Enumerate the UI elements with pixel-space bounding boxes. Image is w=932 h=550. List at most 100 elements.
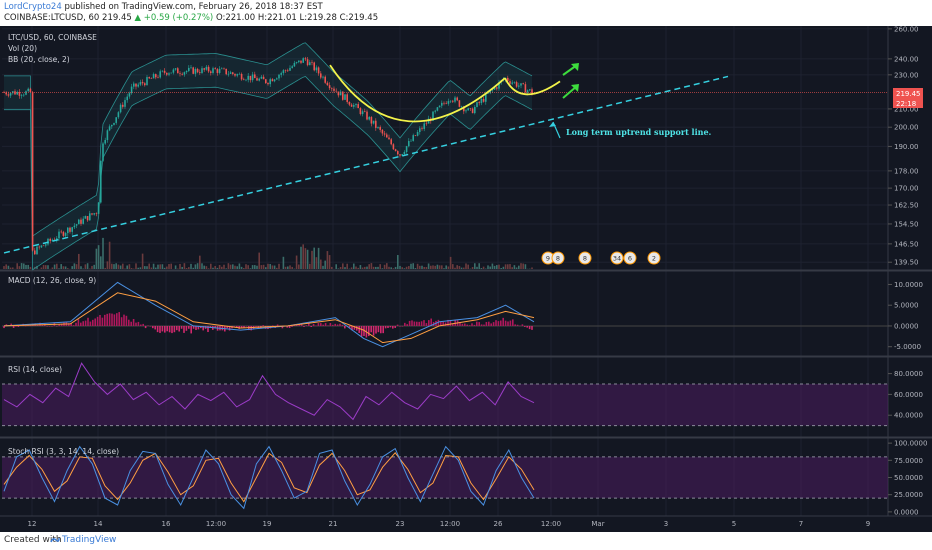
volume-bar-35 [80,266,82,269]
support-annotation: Long term uptrend support line. [566,127,712,137]
volume-bar-233 [515,267,518,269]
macd-hist-210 [507,321,509,326]
volume-bar-188 [416,263,419,269]
candle-body-119 [265,79,267,84]
candle-body-224 [496,87,498,89]
macd-hist-79 [192,325,195,329]
volume-bar-226 [500,268,502,269]
macd-hist-199 [480,324,483,326]
event-badge-circle-3 [610,251,624,265]
event-badge-text-3: 34 [613,255,621,263]
candle-body-152 [337,91,340,96]
macd-hist-161 [389,325,392,328]
volume-bar-82 [183,263,186,269]
volume-bar-130 [289,265,291,269]
candle-body-93 [207,66,210,72]
macd-hist-18 [46,325,48,327]
candle-body-188 [416,132,419,136]
y-axis: 260.00 240.00 230.00 210.00 200.00 190.00 178.… [888,25,927,516]
stoch-k-line [3,445,535,510]
candle-body-100 [223,68,225,70]
event-badge-3[interactable]: 34 [610,251,624,265]
volume-bar-202 [447,266,450,269]
event-badge-4[interactable]: 6 [623,251,637,265]
volume-bar-196 [434,265,436,269]
candle-body-11 [27,88,29,92]
candle-body-139 [309,62,311,66]
candle-body-235 [520,83,522,86]
event-badge-2[interactable]: 8 [578,251,592,265]
candle-body-69 [155,74,157,78]
volume-bar-136 [302,244,304,269]
macd-hist-142 [344,325,346,329]
macd-hist-220 [531,325,533,330]
stoch-band-fill [2,456,888,499]
candle-body-5 [14,91,16,95]
candle-body-99 [221,68,223,70]
volume-bar-180 [399,265,401,269]
volume-bar-179 [397,255,399,269]
candle-body-83 [185,70,188,73]
macd-hist-73 [178,325,180,332]
candle-body-183 [405,146,408,152]
volume-bar-102 [227,263,230,269]
candle-body-155 [344,94,346,100]
macd-hist-50 [123,314,125,326]
candle-body-95 [212,68,214,73]
candle-body-158 [350,104,353,107]
tradingview-brand[interactable]: TradingView [62,535,117,545]
macd-hist-140 [339,323,341,326]
event-badge-1[interactable]: 8 [551,251,565,265]
candle-body-19 [45,244,47,246]
candle-body-201 [445,103,447,104]
macd-hist-192 [464,323,466,326]
volume-bar-227 [502,266,505,269]
candle-body-43 [97,202,100,214]
chart-area[interactable]: 260.00 240.00 230.00 210.00 200.00 190.00 178.… [0,25,932,532]
candle-body-175 [388,137,390,140]
macd-hist-23 [58,324,60,326]
volume-bar-40 [91,265,93,269]
candle-body-128 [284,70,287,71]
volume-bar-177 [392,268,395,269]
high-value: H:221.01 [257,13,297,23]
cup-group [329,63,579,123]
macd-hist-1 [5,324,8,326]
volume-bar-144 [320,259,322,269]
chart-svg[interactable]: 260.00 240.00 230.00 210.00 200.00 190.00 178.… [0,25,932,532]
volume-bar-151 [335,264,337,269]
candle-body-202 [447,101,450,104]
candle-body-239 [529,89,531,91]
candle-body-144 [320,73,322,78]
rsi-tick-1: 60.0000 [894,391,923,399]
macd-hist-39 [96,316,99,326]
volume-bar-135 [300,246,302,269]
macd-hist-201 [485,321,488,326]
volume-bar-195 [432,265,434,269]
candle-body-164 [364,111,366,112]
candle-body-166 [368,117,370,120]
up-arrow-icon-0 [571,63,579,71]
candle-body-64 [144,83,146,86]
candle-body-54 [122,104,124,107]
candle-body-132 [293,62,296,67]
candle-body-196 [434,110,436,112]
volume-bar-216 [478,263,480,269]
volume-bar-174 [386,263,388,269]
volume-bar-62 [139,267,142,269]
macd-hist-36 [89,321,92,326]
macd-hist-80 [195,325,197,331]
event-badge-5[interactable]: 2 [647,251,661,265]
volume-bar-18 [42,265,45,269]
x-tick-6: 23 [396,520,405,528]
macd-hist-198 [478,322,480,326]
price-tick-6: 178.00 [894,167,919,175]
author-link[interactable]: LordCrypto24 [4,2,62,12]
macd-hist-209 [504,320,507,326]
candle-body-44 [100,160,102,203]
candle-body-41 [93,213,95,215]
candle-body-48 [108,126,111,131]
candle-body-79 [177,68,179,74]
candle-body-190 [421,128,423,129]
